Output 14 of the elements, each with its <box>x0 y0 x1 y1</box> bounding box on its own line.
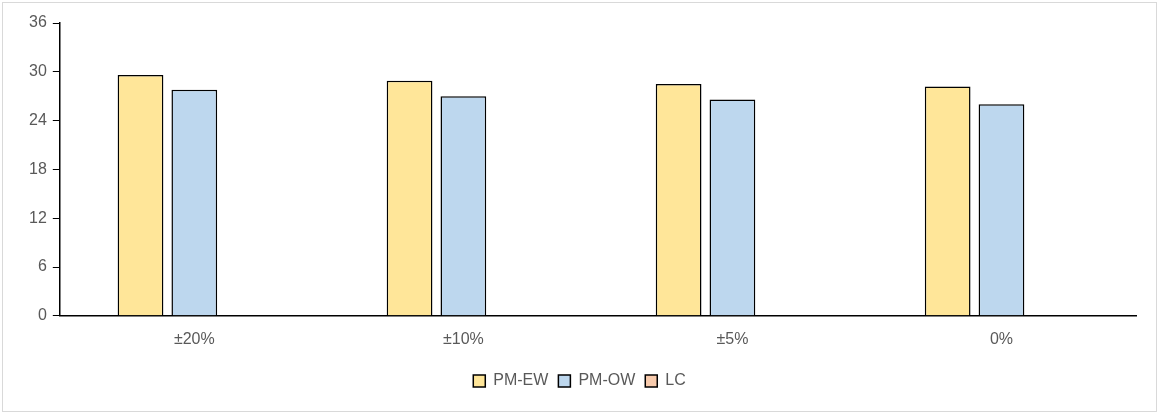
y-tick-label: 30 <box>29 62 47 80</box>
x-tick-label: ±10% <box>442 329 484 347</box>
y-tick-label: 0 <box>37 306 47 324</box>
y-tick-label: 24 <box>29 111 47 129</box>
y-tick-label: 12 <box>29 208 47 226</box>
x-tick-label: ±20% <box>173 329 215 347</box>
legend-label: LC <box>665 371 686 389</box>
y-tick-label: 6 <box>37 257 47 275</box>
legend-label: PM-EW <box>493 371 550 389</box>
x-tick-label: ±5% <box>716 329 749 347</box>
x-tick-label: 0% <box>989 329 1014 347</box>
legend-label: PM-OW <box>578 371 637 389</box>
y-tick-label: 18 <box>29 159 47 177</box>
y-tick-label: 36 <box>29 13 47 31</box>
